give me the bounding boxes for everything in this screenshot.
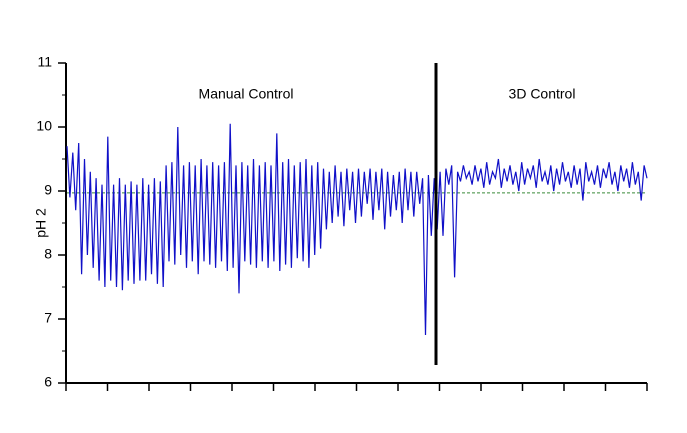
y-tick-label: 6 <box>44 374 52 390</box>
y-tick-label: 8 <box>44 246 52 262</box>
data-line <box>66 123 648 336</box>
annotation: 3D Control <box>509 86 576 102</box>
annotation: Manual Control <box>199 86 294 102</box>
y-tick-label: 9 <box>44 182 52 198</box>
y-tick-label: 11 <box>37 54 52 70</box>
y-tick-label: 7 <box>44 310 52 326</box>
y-tick-label: 10 <box>36 118 52 134</box>
y-axis-label: pH 2 <box>33 208 49 238</box>
